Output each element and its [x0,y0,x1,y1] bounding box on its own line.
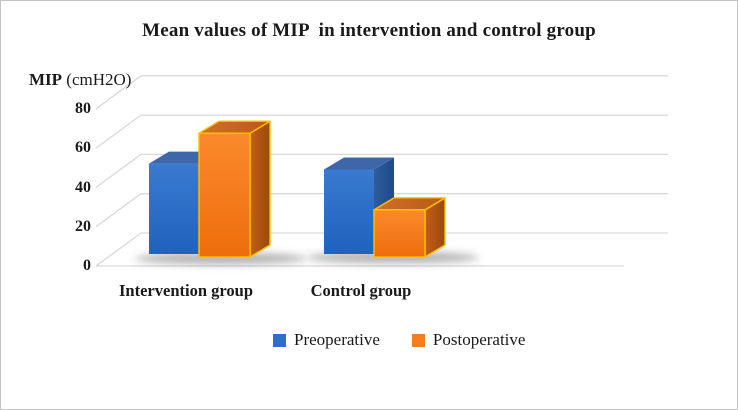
y-tick-40: 40 [75,179,91,196]
legend-label-postoperative: Postoperative [432,330,526,349]
y-axis-label-name: MIP [29,70,63,89]
y-axis-label: MIP (cmH2O) [29,70,131,90]
legend-item-postoperative: Postoperative [411,330,526,350]
legend-swatch-postoperative [411,333,425,347]
legend-item-preoperative: Preoperative [273,330,380,350]
y-tick-80: 80 [75,100,91,117]
y-tick-0: 0 [83,257,91,274]
y-axis-label-unit: (cmH2O) [62,70,132,89]
y-tick-60: 60 [75,139,91,156]
legend-label-preoperative: Preoperative [294,330,380,349]
legend: Preoperative Postoperative [273,330,525,350]
chart-title: Mean values of MIP in intervention and c… [142,20,596,41]
category-label-control-group: Control group [310,281,412,300]
legend-swatch-preoperative [273,333,286,347]
y-tick-20: 20 [75,218,91,235]
category-label-intervention-group: Intervention group [119,281,253,300]
